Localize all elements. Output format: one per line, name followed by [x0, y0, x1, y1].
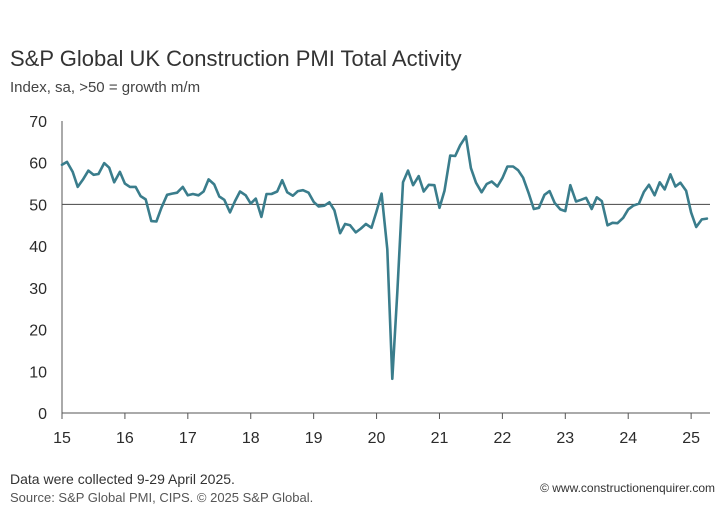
- series-line-total-activity: [60, 135, 709, 381]
- x-tick-label: 18: [242, 430, 260, 447]
- y-tick-label: 40: [29, 239, 47, 256]
- chart-title: S&P Global UK Construction PMI Total Act…: [10, 46, 462, 71]
- x-tick-label: 24: [619, 430, 637, 447]
- source-note: Source: S&P Global PMI, CIPS. © 2025 S&P…: [10, 490, 314, 505]
- y-tick-label: 70: [29, 114, 47, 131]
- footnote: Data were collected 9-29 April 2025.: [10, 471, 235, 487]
- y-tick-label: 60: [29, 156, 47, 173]
- x-tick-label: 21: [431, 430, 449, 447]
- x-tick-label: 16: [116, 430, 134, 447]
- x-tick-label: 23: [556, 430, 574, 447]
- x-tick-label: 19: [305, 430, 323, 447]
- y-axis: 0 10 20 30 40 50 60 70: [29, 114, 47, 423]
- y-tick-label: 50: [29, 197, 47, 214]
- x-axis: 15 16 17 18 19 20 21 22 23 24 25: [53, 413, 700, 447]
- chart-subtitle: Index, sa, >50 = growth m/m: [10, 79, 201, 96]
- y-tick-label: 20: [29, 323, 47, 340]
- x-tick-label: 22: [493, 430, 511, 447]
- credit-watermark: © www.constructionenquirer.com: [536, 480, 719, 496]
- x-tick-label: 25: [682, 430, 700, 447]
- x-tick-label: 15: [53, 430, 71, 447]
- y-tick-label: 30: [29, 281, 47, 298]
- y-tick-label: 10: [29, 364, 47, 381]
- x-tick-label: 17: [179, 430, 197, 447]
- x-tick-label: 20: [368, 430, 386, 447]
- y-tick-label: 0: [38, 406, 47, 423]
